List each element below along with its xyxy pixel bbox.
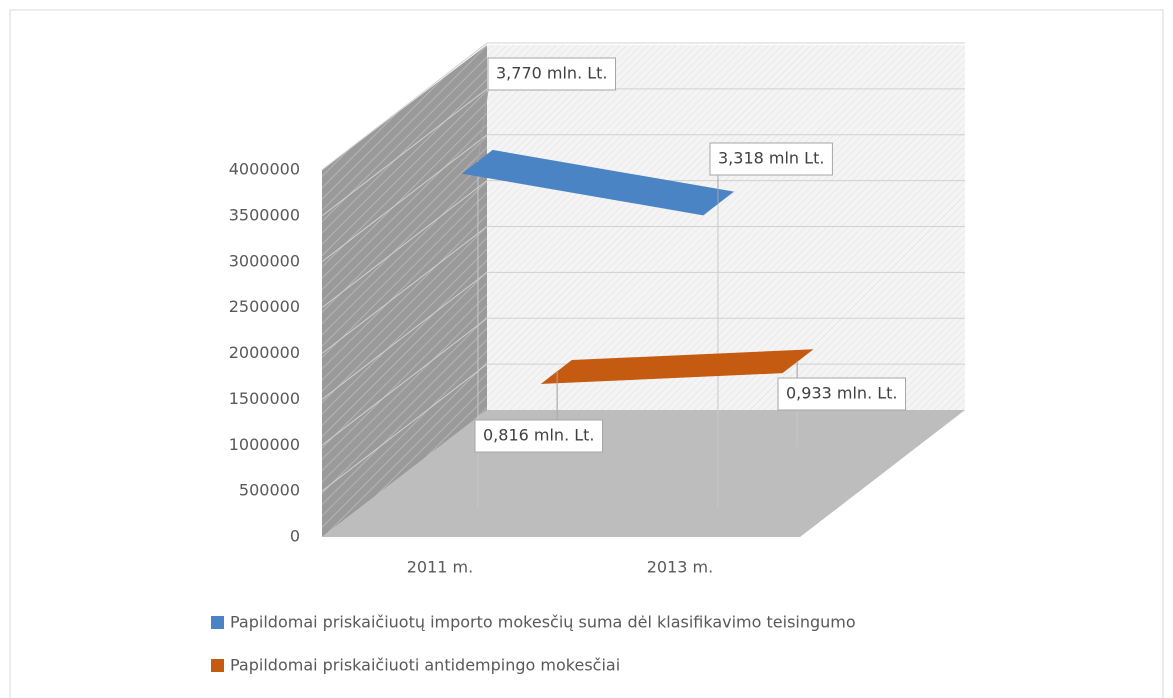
data-label: 3,318 mln Lt.: [718, 149, 824, 168]
x-tick-label: 2011 m.: [407, 558, 473, 577]
data-label-box: [709, 142, 833, 176]
grid-line: [321, 134, 965, 263]
y-tick-label: 4000000: [229, 160, 300, 179]
grid-line: [321, 317, 965, 446]
grid-line: [321, 42, 965, 171]
y-tick-label: 1000000: [229, 435, 300, 454]
legend-label: Papildomai priskaičiuotų importo mokesči…: [230, 613, 856, 632]
data-label: 3,770 mln. Lt.: [496, 64, 608, 83]
y-tick-label: 2500000: [229, 297, 300, 316]
data-label-box: [474, 419, 604, 453]
y-tick-label: 500000: [239, 481, 300, 500]
data-label-box: [487, 57, 617, 91]
grid-line: [321, 88, 965, 217]
data-label: 0,816 mln. Lt.: [483, 426, 595, 445]
legend-swatch: [211, 616, 224, 629]
y-tick-label: 3000000: [229, 251, 300, 270]
grid-line: [321, 363, 965, 492]
legend-label: Papildomai priskaičiuoti antidempingo mo…: [230, 656, 620, 675]
x-tick-label: 2013 m.: [647, 558, 713, 577]
grid-line: [321, 226, 965, 354]
legend-swatch: [211, 659, 224, 672]
data-label-box: [777, 377, 907, 411]
y-tick-label: 1500000: [229, 389, 300, 408]
data-label: 0,933 mln. Lt.: [786, 384, 898, 403]
y-tick-label: 3500000: [229, 205, 300, 224]
y-tick-label: 2000000: [229, 343, 300, 362]
grid-line: [321, 180, 965, 309]
y-tick-label: 0: [290, 527, 300, 546]
ribbon: [540, 349, 814, 384]
ribbon: [461, 149, 735, 216]
leader-line: [477, 89, 489, 162]
grid-line: [321, 271, 965, 400]
